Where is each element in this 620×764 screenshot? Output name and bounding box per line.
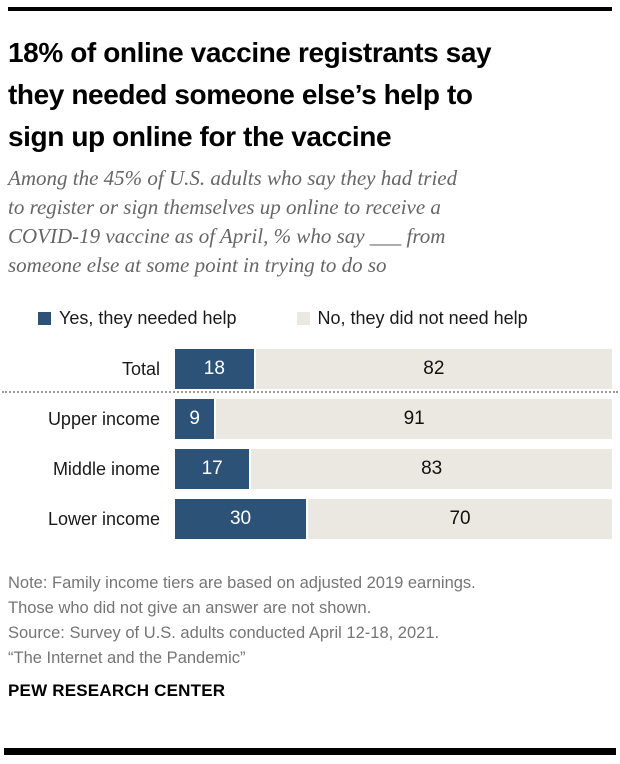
- legend: Yes, they needed help No, they did not n…: [38, 308, 612, 329]
- title-line: they needed someone else’s help to: [8, 79, 473, 110]
- subtitle-line: COVID-19 vaccine as of April, % who say …: [8, 224, 446, 248]
- row-label: Lower income: [47, 508, 160, 529]
- row-label: Middle inome: [52, 458, 160, 479]
- bar-segment-yes: 18: [175, 349, 254, 389]
- top-rule: [8, 7, 612, 11]
- row-label: Total: [121, 358, 160, 379]
- footnote: Note: Family income tiers are based on a…: [8, 571, 612, 671]
- legend-swatch-yes: [38, 312, 51, 325]
- bar-segment-no: 91: [216, 399, 612, 439]
- title-line: 18% of online vaccine registrants say: [8, 37, 492, 68]
- bar-segment-yes: 17: [175, 449, 250, 489]
- chart-subtitle: Among the 45% of U.S. adults who say the…: [8, 164, 612, 280]
- brand-wordmark: PEW RESEARCH CENTER: [8, 681, 226, 700]
- footnote-line: Those who did not give an answer are not…: [8, 599, 372, 617]
- subtitle-line: someone else at some point in trying to …: [8, 253, 387, 277]
- title-line: sign up online for the vaccine: [8, 121, 392, 152]
- bottom-rule: [4, 748, 616, 755]
- legend-label-no: No, they did not need help: [317, 308, 528, 328]
- bar-value-no: 91: [403, 408, 425, 429]
- dotted-divider: [2, 391, 618, 393]
- bar-row-lower-income: Lower income 30 70: [8, 499, 612, 539]
- footnote-line: Note: Family income tiers are based on a…: [8, 574, 476, 592]
- bar-middle-income: 17 83: [175, 449, 612, 489]
- bar-value-yes: 30: [229, 508, 252, 529]
- legend-swatch-no: [296, 312, 310, 325]
- bar-value-yes: 17: [201, 458, 223, 479]
- bar-value-no: 82: [423, 358, 445, 379]
- bar-segment-no: 83: [251, 449, 612, 489]
- subtitle-line: to register or sign themselves up online…: [8, 195, 441, 219]
- bar-segment-no: 82: [255, 349, 612, 389]
- bar-segment-no: 70: [308, 499, 612, 539]
- legend-item-no: No, they did not need help: [296, 308, 528, 329]
- bar-segment-yes: 9: [175, 399, 215, 439]
- bar-value-no: 83: [421, 458, 443, 479]
- bar-upper-income: 9 91: [175, 399, 612, 439]
- bar-segment-yes: 30: [175, 499, 307, 539]
- bar-value-yes: 18: [203, 358, 225, 379]
- legend-label-yes: Yes, they needed help: [59, 308, 237, 328]
- bar-value-yes: 9: [189, 408, 200, 429]
- subtitle-line: Among the 45% of U.S. adults who say the…: [8, 166, 458, 190]
- footnote-line: “The Internet and the Pandemic”: [8, 649, 246, 667]
- page-title: 18% of online vaccine registrants say th…: [8, 32, 612, 158]
- footnote-line: Source: Survey of U.S. adults conducted …: [8, 624, 440, 642]
- stacked-bar-chart: Total 18 82 Upper income 9 91: [2, 349, 618, 539]
- bar-row-total: Total 18 82: [8, 349, 612, 389]
- bar-row-upper-income: Upper income 9 91: [8, 399, 612, 439]
- row-label: Upper income: [47, 408, 160, 429]
- bar-total: 18 82: [175, 349, 612, 389]
- bar-lower-income: 30 70: [175, 499, 612, 539]
- bar-row-middle-income: Middle inome 17 83: [8, 449, 612, 489]
- bar-value-no: 70: [449, 508, 471, 529]
- legend-item-yes: Yes, they needed help: [38, 308, 237, 329]
